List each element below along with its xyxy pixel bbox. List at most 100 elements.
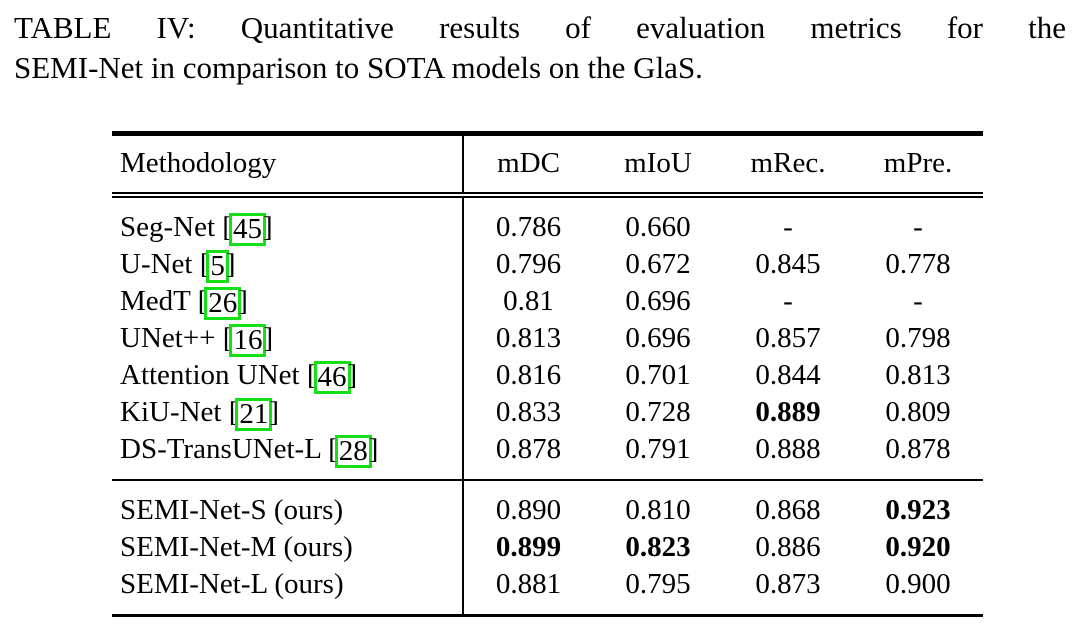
table-row: Attention UNet [46] 0.816 0.701 0.844 0.813 xyxy=(112,357,983,394)
table-header: Methodology mDC mIoU mRec. mPre. xyxy=(112,133,983,195)
method-cell: DS-TransUNet-L [28] xyxy=(112,431,464,480)
value-cell: 0.857 xyxy=(755,322,821,354)
column-header-methodology: Methodology xyxy=(112,133,464,195)
citation-close-bracket: ] xyxy=(368,433,379,465)
value-cell: 0.810 xyxy=(625,494,691,526)
sota-models-section: Seg-Net [45] 0.786 0.660 - - U-Net [5] 0.79… xyxy=(112,195,983,480)
citation-open-bracket: [ xyxy=(306,359,317,391)
citation-open-bracket: [ xyxy=(222,322,233,354)
citation-close-bracket: ] xyxy=(262,211,273,243)
caption-line-1: TABLE IV: Quantitative results of evalua… xyxy=(14,10,1066,45)
citation-open-bracket: [ xyxy=(199,248,210,280)
value-cell: 0.778 xyxy=(885,248,951,280)
table-row: DS-TransUNet-L [28] 0.878 0.791 0.888 0.878 xyxy=(112,431,983,480)
value-cell: 0.868 xyxy=(755,494,821,526)
table-row: SEMI-Net-M (ours) 0.899 0.823 0.886 0.920 xyxy=(112,529,983,566)
caption-line-2: SEMI-Net in comparison to SOTA models on… xyxy=(14,50,703,85)
value-cell: 0.672 xyxy=(625,248,691,280)
method-cell: KiU-Net [21] xyxy=(112,394,464,431)
column-header-mdc: mDC xyxy=(497,147,560,179)
value-cell: 0.881 xyxy=(495,568,562,600)
method-name: DS-TransUNet-L xyxy=(120,433,329,465)
citation-link[interactable]: 16 xyxy=(229,324,267,357)
table-row: SEMI-Net-S (ours) 0.890 0.810 0.868 0.923 xyxy=(112,480,983,529)
table-row: SEMI-Net-L (ours) 0.881 0.795 0.873 0.900 xyxy=(112,566,983,616)
value-cell: 0.809 xyxy=(885,396,951,428)
citation-close-bracket: ] xyxy=(225,248,236,280)
citation-open-bracket: [ xyxy=(197,285,208,317)
value-cell: 0.728 xyxy=(625,396,691,428)
citation-link[interactable]: 26 xyxy=(204,287,242,320)
value-cell: 0.833 xyxy=(495,396,562,428)
citation-link[interactable]: 45 xyxy=(228,213,266,246)
citation-open-bracket: [ xyxy=(328,433,338,465)
citation-link[interactable]: 21 xyxy=(235,398,273,431)
method-name: SEMI-Net-S (ours) xyxy=(120,494,344,526)
method-name: KiU-Net xyxy=(120,396,229,428)
table-row: U-Net [5] 0.796 0.672 0.845 0.778 xyxy=(112,246,983,283)
value-cell: 0.796 xyxy=(495,248,562,280)
value-cell: 0.660 xyxy=(625,211,691,243)
citation-link[interactable]: 46 xyxy=(313,361,351,394)
citation-close-bracket: ] xyxy=(263,322,274,354)
value-cell: 0.878 xyxy=(885,433,951,465)
citation: [46] xyxy=(306,359,358,394)
citation-link[interactable]: 28 xyxy=(334,435,372,468)
value-cell: 0.816 xyxy=(495,359,562,391)
value-cell: - xyxy=(913,285,923,317)
method-cell: SEMI-Net-S (ours) xyxy=(112,480,464,529)
citation: [28] xyxy=(328,433,379,468)
method-name: UNet++ xyxy=(120,322,223,354)
value-cell: - xyxy=(783,211,793,243)
value-cell: 0.888 xyxy=(755,433,821,465)
method-cell: Seg-Net [45] xyxy=(112,195,464,246)
citation-open-bracket: [ xyxy=(228,396,239,428)
method-name: U-Net xyxy=(120,248,200,280)
method-name: MedT xyxy=(120,285,198,317)
citation-close-bracket: ] xyxy=(347,359,358,391)
value-cell: 0.923 xyxy=(885,494,951,526)
value-cell: 0.899 xyxy=(495,531,562,563)
value-cell: 0.890 xyxy=(495,494,562,526)
method-cell: SEMI-Net-M (ours) xyxy=(112,529,464,566)
value-cell: 0.786 xyxy=(495,211,562,243)
citation: [21] xyxy=(228,396,280,431)
value-cell: 0.795 xyxy=(625,568,691,600)
value-cell: - xyxy=(783,285,793,317)
value-cell: 0.791 xyxy=(625,433,691,465)
value-cell: 0.81 xyxy=(503,285,554,317)
value-cell: 0.798 xyxy=(885,322,951,354)
value-cell: 0.696 xyxy=(625,285,691,317)
value-cell: 0.900 xyxy=(885,568,951,600)
column-header-mrec: mRec. xyxy=(750,147,826,179)
citation: [26] xyxy=(197,285,248,320)
citation-link[interactable]: 5 xyxy=(206,250,229,283)
value-cell: 0.878 xyxy=(495,433,562,465)
value-cell: 0.813 xyxy=(885,359,951,391)
value-cell: 0.696 xyxy=(625,322,691,354)
method-cell: SEMI-Net-L (ours) xyxy=(112,566,464,616)
value-cell: 0.886 xyxy=(755,531,821,563)
citation-close-bracket: ] xyxy=(238,285,248,317)
citation: [45] xyxy=(222,211,273,246)
value-cell: - xyxy=(913,211,923,243)
table-caption: TABLE IV: Quantitative results of evalua… xyxy=(14,8,1066,88)
column-header-mpre: mPre. xyxy=(883,147,953,179)
value-cell: 0.823 xyxy=(625,531,691,563)
column-header-miou: mIoU xyxy=(624,147,692,179)
value-cell: 0.844 xyxy=(755,359,821,391)
citation: [16] xyxy=(222,322,274,357)
results-table: Methodology mDC mIoU mRec. mPre. Seg-Net… xyxy=(112,131,983,617)
method-cell: MedT [26] xyxy=(112,283,464,320)
table-row: MedT [26] 0.81 0.696 - - xyxy=(112,283,983,320)
value-cell: 0.920 xyxy=(885,531,951,563)
value-cell: 0.889 xyxy=(755,396,821,428)
ours-section: SEMI-Net-S (ours) 0.890 0.810 0.868 0.923 S… xyxy=(112,480,983,616)
value-cell: 0.873 xyxy=(755,568,821,600)
table-row: UNet++ [16] 0.813 0.696 0.857 0.798 xyxy=(112,320,983,357)
value-cell: 0.845 xyxy=(755,248,821,280)
method-name: Attention UNet xyxy=(120,359,307,391)
value-cell: 0.701 xyxy=(625,359,691,391)
method-cell: U-Net [5] xyxy=(112,246,464,283)
citation-close-bracket: ] xyxy=(269,396,280,428)
